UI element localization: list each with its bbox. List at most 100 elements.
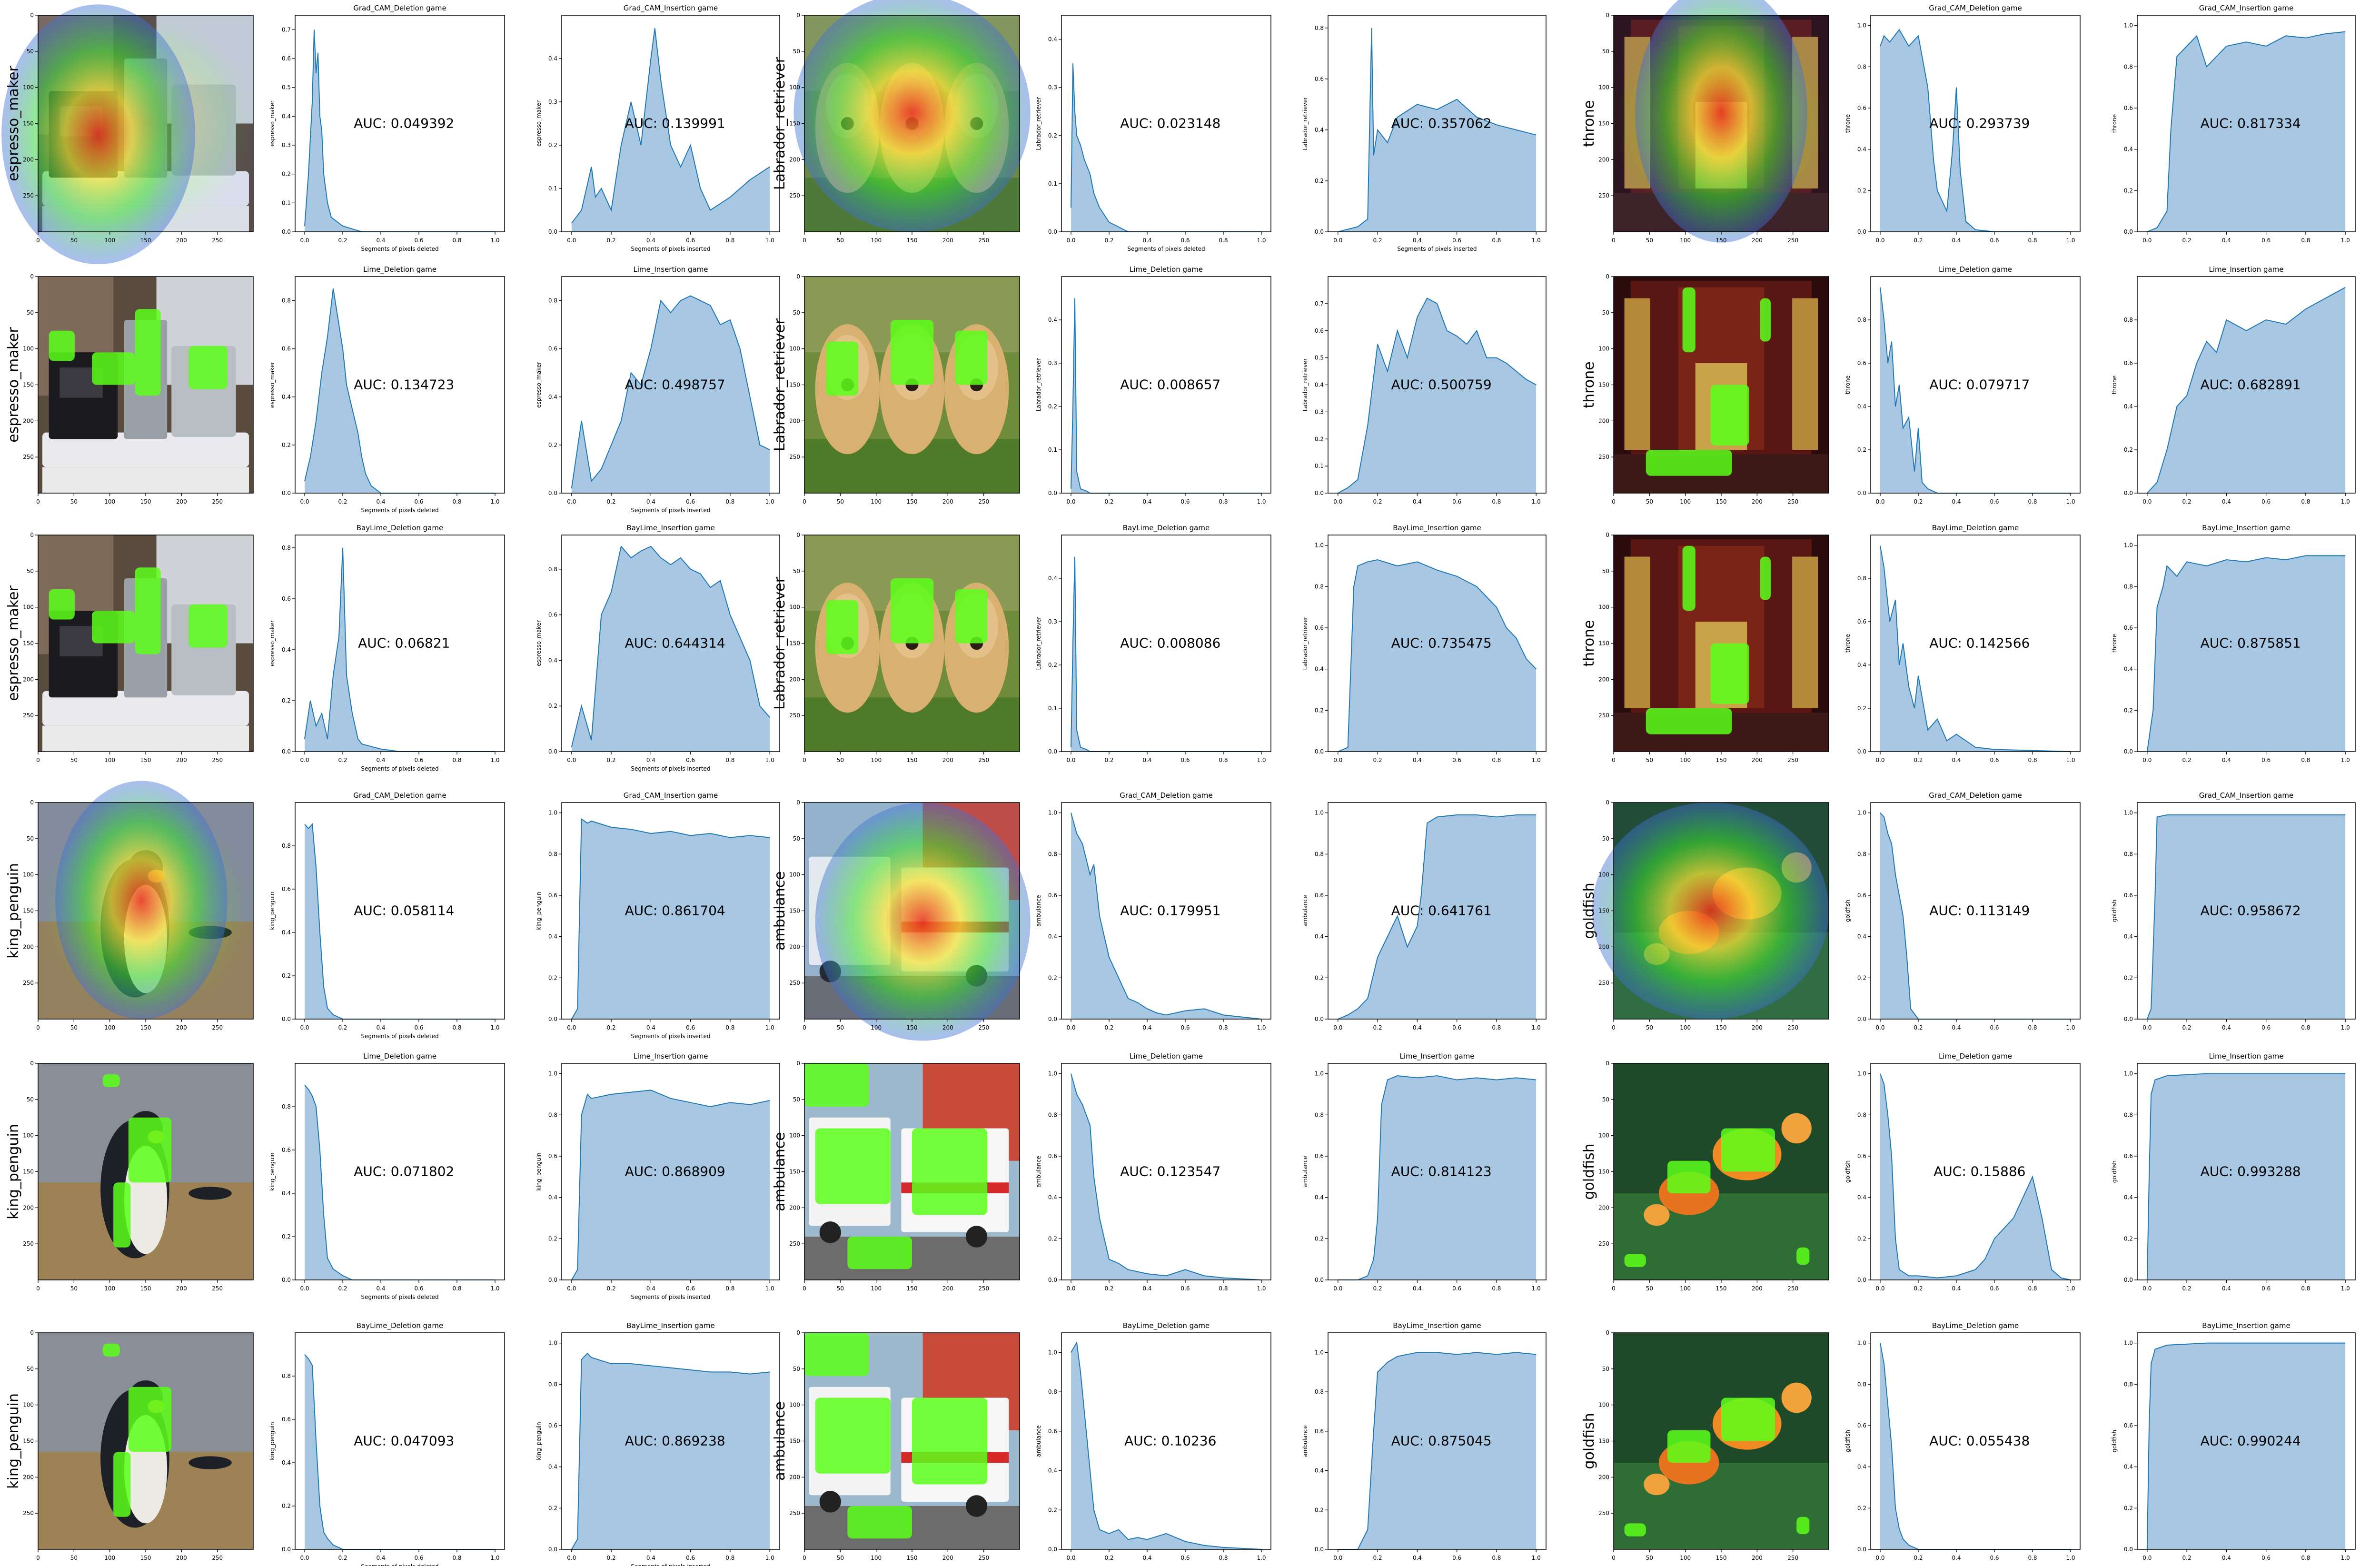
scene-wheel-1	[819, 1491, 841, 1513]
insertion-chart-area	[2147, 1343, 2346, 1549]
deletion-chart-y-tick-label: 0.3	[1048, 360, 1057, 367]
insertion-chart-area	[2147, 287, 2346, 493]
insertion-chart-y-tick-label: 0.4	[2124, 666, 2133, 673]
insertion-chart-line	[2146, 1342, 2346, 1550]
scene-wheel-2	[966, 1495, 988, 1517]
deletion-chart-y-tick-label: 0.6	[1857, 892, 1866, 899]
insertion-chart-line	[1338, 559, 1537, 752]
deletion-chart-x-tick-label: 0.8	[452, 1024, 461, 1031]
image-y-tick-label: 50	[793, 48, 800, 55]
deletion-chart-line	[1880, 287, 2071, 494]
insertion-chart-x-tick-label: 0.0	[2142, 498, 2152, 505]
deletion-chart-auc-label: AUC: 0.058114	[354, 903, 454, 919]
insertion-chart-frame	[2137, 535, 2356, 752]
deletion-chart-area	[305, 1354, 495, 1549]
insertion-chart-frame	[1328, 1063, 1547, 1280]
insertion-chart-y-tick-label: 0.0	[2124, 1277, 2133, 1283]
insertion-chart-x-tick-label: 0.2	[1373, 237, 1382, 244]
insertion-chart-line	[1338, 28, 1537, 232]
insertion-chart-x-tick-label: 0.2	[607, 757, 616, 763]
insertion-chart-x-tick-label: 1.0	[2341, 498, 2350, 505]
deletion-chart-x-tick-label: 0.6	[414, 1285, 423, 1292]
image-x-tick-label: 200	[942, 1024, 953, 1031]
insertion-chart-x-tick-label: 0.6	[686, 1024, 695, 1031]
insertion-chart-x-tick-label: 1.0	[2341, 1285, 2350, 1292]
deletion-chart-title: Lime_Deletion game	[1130, 1052, 1203, 1061]
image-y-tick-label: 250	[1598, 1240, 1609, 1247]
insertion-chart-x-tick-label: 0.0	[2142, 757, 2152, 763]
explanation-patch	[1682, 287, 1696, 353]
deletion-chart-x-tick-label: 0.4	[376, 757, 385, 763]
image-x-tick-label: 50	[70, 237, 78, 244]
insertion-chart-y-tick-label: 0.4	[1315, 382, 1324, 388]
insertion-chart-x-tick-label: 0.8	[2301, 498, 2310, 505]
panel-group: 0 50 100 150 200 250 0 50 100 150 200 250 goldfish 0.…	[1581, 1052, 2356, 1292]
deletion-chart-frame	[1061, 1332, 1271, 1550]
insertion-chart-frame	[1328, 802, 1547, 1020]
insertion-chart-y-tick-label: 0.4	[2124, 1194, 2133, 1201]
insertion-chart-x-tick-label: 0.6	[2261, 1555, 2271, 1561]
deletion-chart-x-tick-label: 0.2	[1104, 1285, 1113, 1292]
image-x-tick-label: 50	[70, 498, 78, 505]
insertion-chart-x-tick-label: 1.0	[1532, 757, 1541, 763]
deletion-chart-x-tick-label: 0.2	[1104, 757, 1113, 763]
deletion-chart-x-tick-label: 1.0	[2066, 1285, 2075, 1292]
image-y-tick-label: 100	[23, 1132, 34, 1139]
deletion-chart-x-tick-label: 0.0	[1875, 1285, 1884, 1292]
insertion-chart-area	[1338, 28, 1537, 232]
image-x-tick-label: 100	[104, 1024, 115, 1031]
image-y-tick-label: 150	[23, 908, 34, 914]
insertion-chart-line	[2146, 814, 2346, 1020]
deletion-chart-y-tick-label: 0.0	[1048, 1277, 1057, 1283]
insertion-chart-x-tick-label: 1.0	[2341, 237, 2350, 244]
deletion-chart-y-tick-label: 0.6	[1857, 1153, 1866, 1160]
deletion-chart-y-tick-label: 0.2	[282, 442, 291, 448]
deletion-chart-x-tick-label: 0.2	[338, 757, 347, 763]
insertion-chart-x-tick-label: 0.0	[1333, 237, 1342, 244]
deletion-chart-y-tick-label: 0.6	[1857, 1422, 1866, 1429]
image-y-tick-label: 100	[789, 1132, 800, 1139]
insertion-chart-x-tick-label: 0.4	[646, 237, 655, 244]
deletion-chart-x-tick-label: 0.6	[414, 498, 423, 505]
deletion-chart-frame	[1870, 15, 2081, 232]
class-label: goldfish	[1581, 1413, 1597, 1469]
deletion-chart-x-tick-label: 0.4	[1952, 1555, 1961, 1561]
insertion-chart-frame	[561, 802, 780, 1020]
deletion-chart-x-tick-label: 0.6	[1990, 1285, 1999, 1292]
image-x-tick-label: 150	[907, 1285, 918, 1292]
deletion-chart-y-tick-label: 0.3	[282, 142, 291, 149]
insertion-chart-ylabel: goldfish	[2111, 1430, 2118, 1452]
insertion-chart-x-tick-label: 0.0	[567, 498, 576, 505]
deletion-chart-x-tick-label: 0.6	[1180, 1024, 1190, 1031]
deletion-chart-area	[305, 547, 495, 752]
panel-group: 0 50 100 150 200 250 0 50 100 150 200 250 goldfish 0.…	[1581, 1321, 2356, 1561]
image-content	[38, 535, 253, 752]
image-y-tick-label: 200	[23, 156, 34, 163]
deletion-chart-y-tick-label: 0.8	[1857, 1111, 1866, 1118]
deletion-chart-xlabel: Segments of pixels deleted	[361, 507, 438, 514]
explanation-patch	[815, 1128, 891, 1204]
deletion-chart-x-tick-label: 0.2	[338, 1285, 347, 1292]
deletion-chart-y-tick-label: 0.8	[1857, 851, 1866, 857]
scene-penguin-flipper	[188, 1456, 232, 1469]
image-x-tick-label: 150	[1716, 498, 1727, 505]
deletion-chart-y-tick-label: 0.6	[282, 886, 291, 892]
image-y-tick-label: 50	[27, 1366, 34, 1372]
insertion-chart-x-tick-label: 0.4	[2222, 237, 2231, 244]
insertion-chart-auc-label: AUC: 0.875045	[1391, 1433, 1492, 1449]
insertion-chart-y-tick-label: 0.0	[2124, 490, 2133, 496]
insertion-chart-ylabel: king_penguin	[536, 1152, 542, 1190]
deletion-chart-auc-label: AUC: 0.142566	[1929, 635, 2030, 651]
insertion-chart-y-tick-label: 0.0	[2124, 748, 2133, 755]
deletion-chart-y-tick-label: 0.8	[1048, 851, 1057, 857]
deletion-chart-y-tick-label: 0.2	[282, 171, 291, 178]
insertion-chart-title: BayLime_Insertion game	[1393, 1321, 1481, 1330]
insertion-chart-title: Grad_CAM_Insertion game	[624, 791, 718, 800]
image-x-tick-label: 0	[36, 1285, 40, 1292]
insertion-chart-x-tick-label: 0.8	[1492, 237, 1501, 244]
image-y-tick-label: 250	[23, 192, 34, 199]
insertion-chart-x-tick-label: 0.8	[2301, 237, 2310, 244]
image-y-tick-label: 100	[23, 604, 34, 611]
insertion-chart-x-tick-label: 0.0	[567, 237, 576, 244]
